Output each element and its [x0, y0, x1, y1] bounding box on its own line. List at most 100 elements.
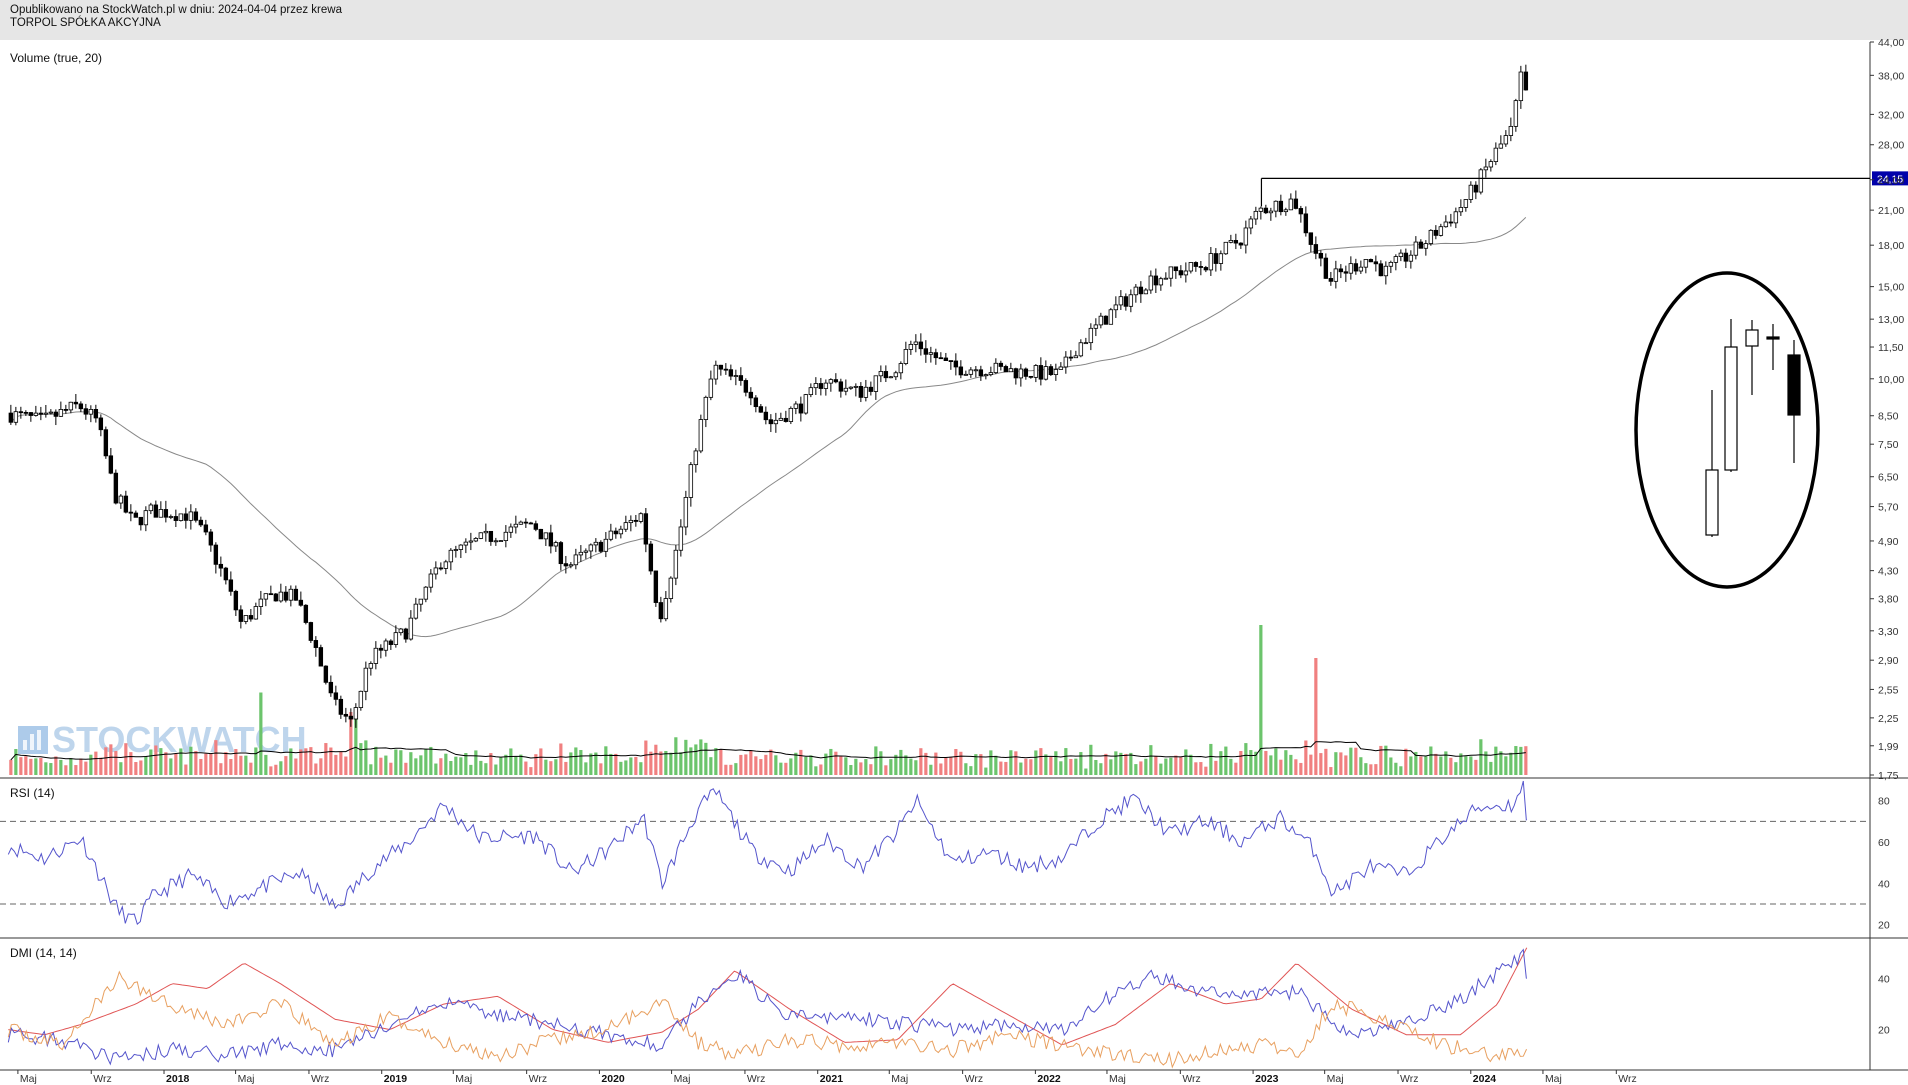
rsi-line: [7, 780, 1528, 925]
candle-body: [273, 593, 279, 602]
volume-bar: [14, 749, 18, 775]
volume-bar: [934, 752, 938, 775]
y-tick-label: 6,50: [1878, 472, 1899, 484]
candle-body: [1143, 289, 1149, 295]
volume-bar: [1019, 762, 1023, 775]
volume-bar: [994, 755, 998, 775]
volume-bar: [889, 759, 893, 775]
y-axis-labels: 44,00 38,00 32,00 28,00 24,00 21,00 18,00 15,00…: [1870, 37, 1904, 782]
x-tick-label: 2019: [384, 1073, 408, 1085]
candle-body: [758, 406, 764, 413]
candle-body: [298, 599, 304, 606]
x-tick-label: Wrz: [311, 1073, 329, 1085]
volume-bar: [924, 752, 928, 775]
volume-bar: [1264, 750, 1268, 775]
candle-body: [1188, 262, 1194, 272]
volume-bar: [774, 755, 778, 775]
candle-body: [138, 516, 144, 526]
y-tick-label: 10,00: [1878, 374, 1904, 386]
volume-bar: [304, 748, 308, 775]
candle-body: [1313, 244, 1319, 254]
candle-body: [673, 549, 679, 579]
candle-body: [1008, 368, 1014, 373]
candle-body: [293, 588, 299, 601]
candle-body: [448, 549, 454, 563]
volume-bar: [444, 753, 448, 775]
volume-bar: [339, 751, 343, 775]
volume-bar: [669, 752, 673, 775]
candle-body: [693, 450, 699, 466]
volume-bar: [639, 762, 643, 775]
volume-bar: [249, 762, 253, 775]
candle-body: [1098, 315, 1104, 326]
volume-bar: [1104, 753, 1108, 775]
resistance-line: 24,15: [1260, 171, 1908, 207]
volume-bar: [319, 758, 323, 775]
candle-body: [468, 540, 474, 543]
volume-bar: [254, 747, 258, 775]
volume-bar: [1379, 745, 1383, 775]
candle-body: [808, 387, 814, 396]
volume-bar: [289, 748, 293, 775]
candle-body: [603, 538, 609, 552]
candle-body: [658, 602, 664, 620]
candle-body: [783, 417, 789, 422]
volume-bar: [594, 752, 598, 775]
volume-bar: [1004, 761, 1008, 775]
candle-body: [473, 538, 479, 542]
candle-body: [18, 411, 24, 414]
volume-bar: [1089, 744, 1093, 775]
y-tick-label: 44,00: [1878, 37, 1904, 49]
volume-bar: [1069, 758, 1073, 775]
volume-bar: [824, 753, 828, 775]
volume-bar: [1524, 746, 1528, 775]
volume-bar: [94, 751, 98, 775]
candle-body: [423, 586, 429, 600]
y-tick-label: 5,70: [1878, 502, 1899, 514]
volume-bar: [909, 758, 913, 775]
volume-bar: [1109, 759, 1113, 775]
volume-bar: [54, 756, 58, 775]
volume-bar: [679, 752, 683, 775]
candle-body: [68, 401, 74, 411]
dmi-panel: 40 20: [7, 947, 1890, 1069]
candle-body: [838, 381, 844, 392]
volume-bar: [284, 756, 288, 775]
volume-bar: [1099, 763, 1103, 775]
x-tick-label: Wrz: [1182, 1073, 1200, 1085]
volume-bar: [459, 757, 463, 775]
volume-bar: [189, 746, 193, 775]
candle-body: [818, 383, 824, 389]
company-name: TORPOL SPÓŁKA AKCYJNA: [10, 17, 161, 29]
candle-body: [953, 360, 959, 368]
volume-bar: [1039, 748, 1043, 775]
volume-bar: [369, 764, 373, 775]
volume-bar: [719, 749, 723, 775]
volume-bar: [394, 749, 398, 775]
candle-body: [848, 386, 854, 389]
volume-average-line: [10, 741, 1526, 761]
volume-bar: [959, 751, 963, 775]
volume-bar: [1269, 755, 1273, 775]
volume-bar: [524, 761, 528, 775]
volume-bar: [1199, 762, 1203, 775]
candle-body: [1218, 253, 1224, 264]
candle-body: [1298, 208, 1304, 215]
candle-body: [553, 542, 559, 547]
y-tick-label: 2,90: [1878, 655, 1899, 667]
volume-bar: [104, 747, 108, 775]
volume-bar: [784, 762, 788, 775]
volume-bar: [1209, 743, 1213, 775]
candle-body: [368, 663, 374, 669]
volume-bar: [79, 758, 83, 775]
candle-body: [1393, 256, 1399, 263]
volume-bar: [29, 758, 33, 775]
volume-bar: [209, 753, 213, 775]
volume-bar: [809, 755, 813, 775]
volume-bar: [744, 754, 748, 775]
volume-bar: [1399, 766, 1403, 775]
candle-body: [408, 617, 414, 640]
candle-body: [288, 588, 294, 601]
volume-bar: [1044, 754, 1048, 775]
